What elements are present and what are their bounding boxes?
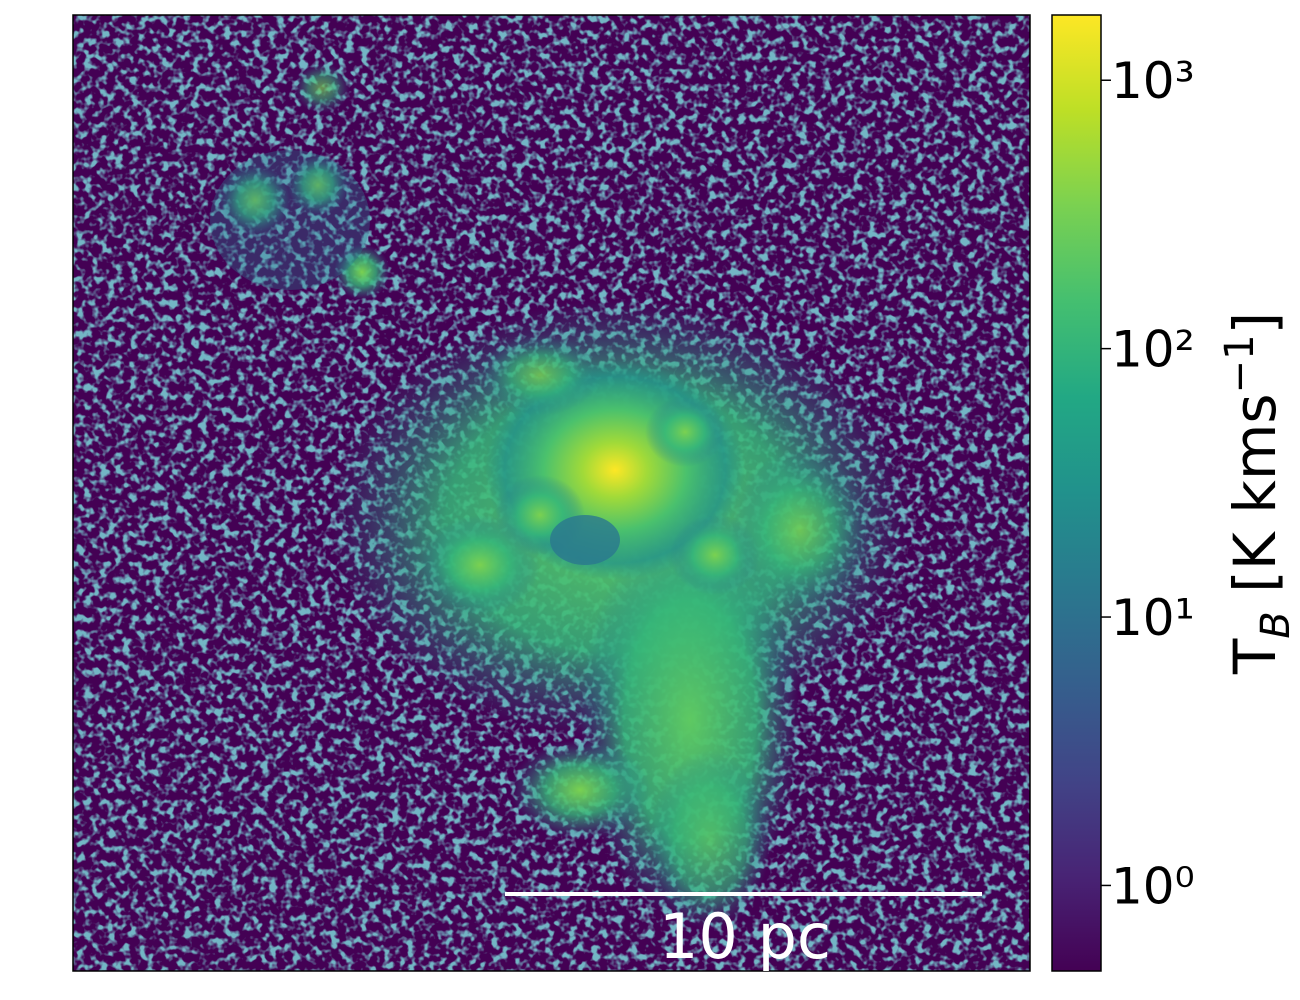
colorbar-tick-label: 10² xyxy=(1111,321,1195,379)
label-part: −1 xyxy=(1217,334,1263,393)
map-frame xyxy=(72,14,1031,972)
label-part: [K kms xyxy=(1221,393,1289,611)
label-part: ] xyxy=(1221,312,1289,335)
colorbar-tick-label: 10¹ xyxy=(1111,589,1195,647)
colorbar-label: TB [K kms−1] xyxy=(1217,312,1299,675)
map xyxy=(73,15,1030,971)
label-part: B xyxy=(1253,611,1299,638)
label-part: T xyxy=(1221,638,1289,675)
colorbar-ticks: 10⁰ 10¹ 10² 10³ xyxy=(1101,52,1195,915)
colorbar-tick-label: 10³ xyxy=(1111,52,1195,110)
colorbar xyxy=(1051,14,1102,972)
colorbar-tick-label: 10⁰ xyxy=(1111,857,1195,915)
scale-bar-label: 10 pc xyxy=(659,900,831,973)
